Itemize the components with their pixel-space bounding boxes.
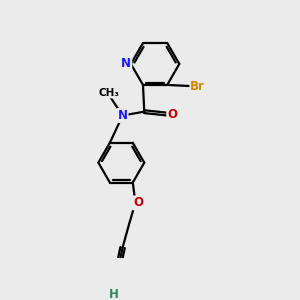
Text: N: N [118, 109, 128, 122]
Text: CH₃: CH₃ [99, 88, 120, 98]
Text: O: O [133, 196, 143, 209]
Text: O: O [167, 108, 177, 121]
Text: H: H [109, 288, 118, 300]
Text: N: N [121, 57, 131, 70]
Text: Br: Br [190, 80, 205, 93]
